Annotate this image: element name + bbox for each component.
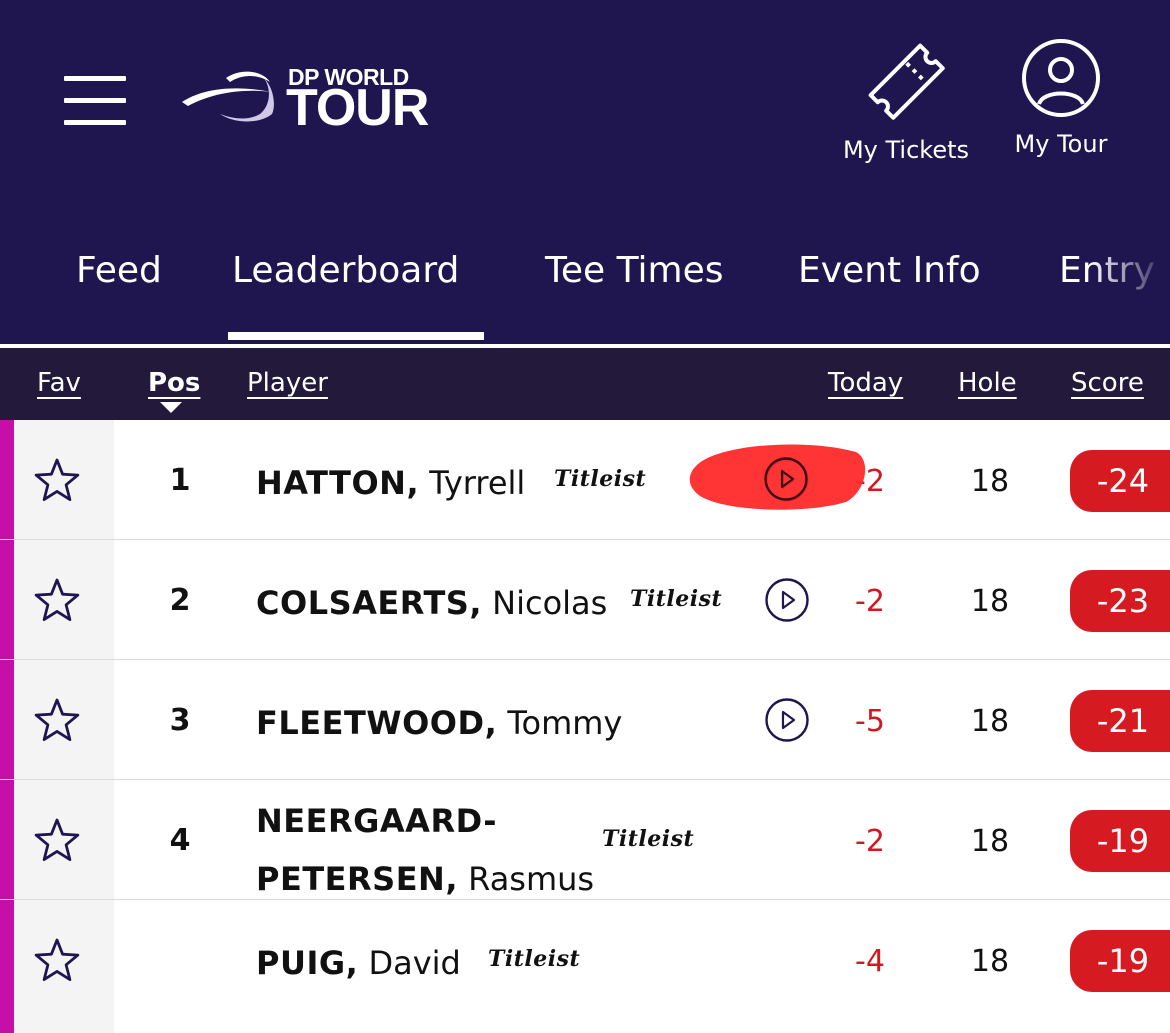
tab-feed[interactable]: Feed <box>76 250 162 291</box>
play-video-icon[interactable] <box>764 457 810 503</box>
row-accent-stripe <box>0 420 14 539</box>
my-tour-button[interactable]: My Tour <box>1002 36 1120 158</box>
player-name[interactable]: PUIG, David <box>256 944 461 982</box>
position: 1 <box>169 463 191 498</box>
row-accent-stripe <box>0 540 14 659</box>
active-tab-indicator <box>228 332 484 340</box>
leaderboard-row[interactable]: 1 HATTON, Tyrrell Titleist -2 18 -24 <box>0 420 1170 540</box>
hamburger-menu-icon[interactable] <box>64 76 128 128</box>
logo-text-bottom: TOUR <box>286 79 429 137</box>
today-score: -2 <box>855 464 885 499</box>
row-accent-stripe <box>0 660 14 779</box>
fav-cell <box>14 660 114 779</box>
fav-cell <box>14 420 114 539</box>
player-first-name: Tyrrell <box>429 464 526 502</box>
sort-descending-icon <box>160 402 182 413</box>
hole-number: 18 <box>970 704 1010 739</box>
my-tickets-label: My Tickets <box>842 136 970 164</box>
ticket-icon <box>868 43 945 120</box>
my-tickets-button[interactable]: My Tickets <box>836 36 976 164</box>
tab-bar: Feed Leaderboard Tee Times Event Info En… <box>0 236 1170 344</box>
favorite-star-icon[interactable] <box>34 697 80 743</box>
player-last-name: COLSAERTS, <box>256 584 482 622</box>
today-score: -5 <box>855 704 885 739</box>
hole-number: 18 <box>970 944 1010 979</box>
player-name[interactable]: NEERGAARD- PETERSEN, Rasmus <box>256 792 594 908</box>
player-last-name: FLEETWOOD, <box>256 704 498 742</box>
tab-event-info[interactable]: Event Info <box>798 250 981 291</box>
column-player[interactable]: Player <box>247 368 328 398</box>
row-accent-stripe <box>0 900 14 1033</box>
my-tour-label: My Tour <box>1014 130 1108 158</box>
hole-number: 18 <box>970 464 1010 499</box>
leaderboard-row[interactable]: PUIG, David Titleist -4 18 -19 <box>0 900 1170 1033</box>
position: 2 <box>169 583 191 618</box>
leaderboard-row[interactable]: 4 NEERGAARD- PETERSEN, Rasmus Titleist -… <box>0 780 1170 900</box>
total-score-badge: -24 <box>1070 450 1170 512</box>
user-profile-icon <box>1022 39 1100 117</box>
titleist-logo: Titleist <box>488 946 581 972</box>
logo-text-top: DP WORLD <box>288 64 409 90</box>
column-hole[interactable]: Hole <box>958 368 1017 398</box>
player-last-name: PUIG, <box>256 944 359 982</box>
titleist-logo: Titleist <box>630 586 723 612</box>
total-score-badge: -23 <box>1070 570 1170 632</box>
total-score-badge: -21 <box>1070 690 1170 752</box>
total-score-badge: -19 <box>1070 810 1170 872</box>
hole-number: 18 <box>970 584 1010 619</box>
dp-world-tour-logo[interactable]: DP WORLD TOUR <box>180 62 450 142</box>
tab-entry[interactable]: Entry <box>1059 250 1155 291</box>
total-score-badge: -19 <box>1070 930 1170 992</box>
player-first-name: Rasmus <box>468 860 595 898</box>
column-pos[interactable]: Pos <box>148 368 201 398</box>
today-score: -4 <box>855 944 885 979</box>
play-video-icon[interactable] <box>764 697 810 743</box>
titleist-logo: Titleist <box>602 826 695 852</box>
player-name[interactable]: FLEETWOOD, Tommy <box>256 704 622 742</box>
column-fav[interactable]: Fav <box>37 368 81 398</box>
column-score[interactable]: Score <box>1071 368 1144 398</box>
today-score: -2 <box>855 584 885 619</box>
fav-cell <box>14 900 114 1033</box>
titleist-logo: Titleist <box>554 466 647 492</box>
player-first-name: Tommy <box>507 704 623 742</box>
favorite-star-icon[interactable] <box>34 937 80 983</box>
favorite-star-icon[interactable] <box>34 457 80 503</box>
player-first-name: Nicolas <box>492 584 608 622</box>
player-name[interactable]: COLSAERTS, Nicolas <box>256 584 607 622</box>
leaderboard-row[interactable]: 2 COLSAERTS, Nicolas Titleist -2 18 -23 <box>0 540 1170 660</box>
app-header: DP WORLD TOUR My Tickets My Tour Feed Le… <box>0 0 1170 344</box>
favorite-star-icon[interactable] <box>34 577 80 623</box>
column-today[interactable]: Today <box>828 368 904 398</box>
player-last-name-line2: PETERSEN, <box>256 860 458 898</box>
row-accent-stripe <box>0 780 14 899</box>
leaderboard-row[interactable]: 3 FLEETWOOD, Tommy -5 18 -21 <box>0 660 1170 780</box>
fav-cell <box>14 780 114 899</box>
play-video-icon[interactable] <box>764 577 810 623</box>
logo-swoosh-icon <box>182 71 274 122</box>
hole-number: 18 <box>970 824 1010 859</box>
player-first-name: David <box>368 944 461 982</box>
today-score: -2 <box>855 824 885 859</box>
fav-cell <box>14 540 114 659</box>
tab-leaderboard[interactable]: Leaderboard <box>232 250 460 291</box>
favorite-star-icon[interactable] <box>34 817 80 863</box>
position: 3 <box>169 703 191 738</box>
player-last-name-line1: NEERGAARD- <box>256 802 498 840</box>
tab-tee-times[interactable]: Tee Times <box>545 250 724 291</box>
leaderboard-column-header: Fav Pos Player Today Hole Score <box>0 348 1170 420</box>
player-last-name: HATTON, <box>256 464 420 502</box>
position: 4 <box>169 823 191 858</box>
player-name[interactable]: HATTON, Tyrrell <box>256 464 525 502</box>
